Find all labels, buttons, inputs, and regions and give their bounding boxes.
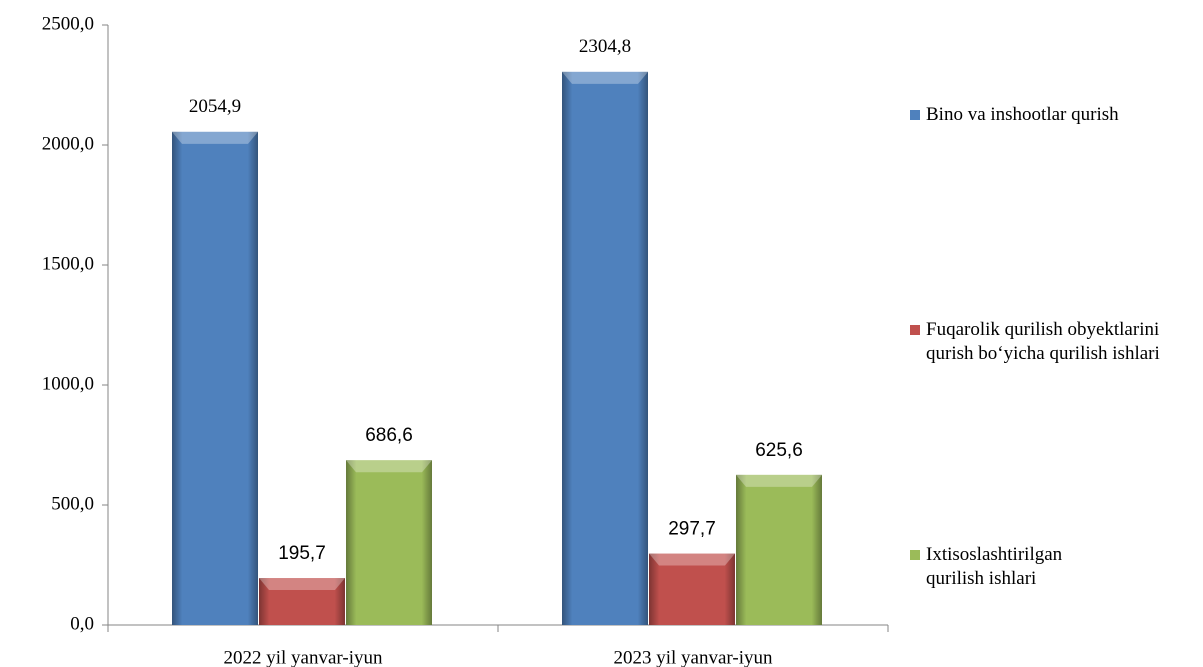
bar-shade	[649, 553, 735, 625]
value-label: 686,6	[365, 425, 413, 446]
value-label: 195,7	[278, 543, 326, 564]
bar-bevel	[172, 131, 258, 144]
bar-shade	[172, 131, 258, 625]
bar-bevel	[562, 71, 648, 84]
y-tick-label: 0,0	[70, 613, 94, 634]
value-label: 625,6	[755, 440, 803, 461]
bar-bevel	[649, 553, 735, 566]
x-tick-label: 2022 yil yanvar-iyun	[224, 647, 383, 667]
bar-shade	[736, 474, 822, 625]
legend-swatch	[910, 325, 920, 335]
legend-entry: Ixtisoslashtirilgan qurilish ishlari	[910, 543, 1116, 591]
x-tick-label: 2023 yil yanvar-iyun	[614, 647, 773, 667]
y-tick-label: 1000,0	[42, 373, 94, 394]
value-label: 297,7	[668, 519, 716, 540]
legend-label: Bino va inshootlar qurish	[926, 104, 1119, 125]
bar-bevel	[736, 474, 822, 487]
bar-shade	[346, 460, 432, 625]
legend-label: Fuqarolik qurilish obyektlarini qurish b…	[926, 319, 1160, 364]
legend-entry: Bino va inshootlar qurish	[910, 103, 1203, 127]
bar-shade	[562, 71, 648, 625]
legend-label: Ixtisoslashtirilgan qurilish ishlari	[926, 544, 1063, 589]
y-tick-label: 1500,0	[42, 253, 94, 274]
legend-swatch	[910, 110, 920, 120]
bar-shade	[259, 578, 345, 625]
y-tick-label: 2000,0	[42, 133, 94, 154]
legend-entry: Fuqarolik qurilish obyektlarini qurish b…	[910, 318, 1196, 366]
value-label: 2304,8	[579, 36, 631, 57]
bar-bevel	[346, 460, 432, 473]
legend-swatch	[910, 550, 920, 560]
y-tick-label: 2500,0	[42, 13, 94, 34]
value-label: 2054,9	[189, 96, 241, 117]
bar-bevel	[259, 578, 345, 591]
y-tick-label: 500,0	[51, 493, 94, 514]
